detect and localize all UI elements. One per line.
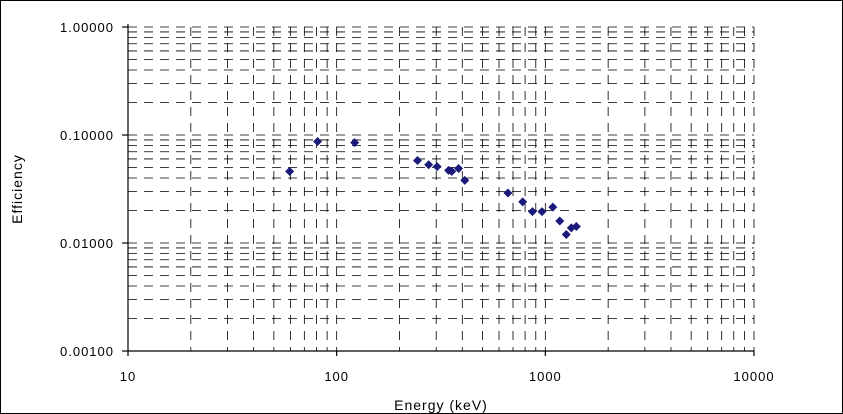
y-tick-label: 0.01000 [60, 236, 114, 251]
y-axis-title: Efficiency [9, 154, 25, 224]
axes [122, 24, 755, 356]
x-tick-labels: 10 100 1000 10000 [120, 369, 774, 384]
y-tick-label: 1.00000 [60, 20, 114, 35]
y-tick-label: 0.10000 [60, 128, 114, 143]
data-point [454, 163, 464, 173]
data-point [413, 156, 423, 166]
data-point [518, 197, 528, 207]
x-tick-label: 10 [120, 369, 136, 384]
data-point [460, 175, 470, 185]
data-point [447, 166, 457, 176]
x-axis-title: Energy (keV) [394, 397, 488, 413]
data-point [527, 207, 537, 217]
data-point [548, 202, 558, 212]
data-point [285, 166, 295, 176]
y-tick-label: 0.00100 [60, 344, 114, 359]
x-tick-label: 1000 [529, 369, 562, 384]
data-point [432, 162, 442, 172]
data-point [503, 188, 513, 198]
data-point [571, 222, 581, 232]
x-tick-label: 10000 [733, 369, 774, 384]
data-point [555, 216, 565, 226]
data-point [313, 137, 323, 147]
data-point [350, 138, 360, 148]
x-tick-label: 100 [324, 369, 349, 384]
data-points [285, 137, 581, 239]
y-tick-labels: 1.00000 0.10000 0.01000 0.00100 [60, 20, 114, 359]
grid-lines [128, 26, 755, 351]
data-point [537, 207, 547, 217]
data-point [424, 160, 434, 170]
data-point [561, 229, 571, 239]
